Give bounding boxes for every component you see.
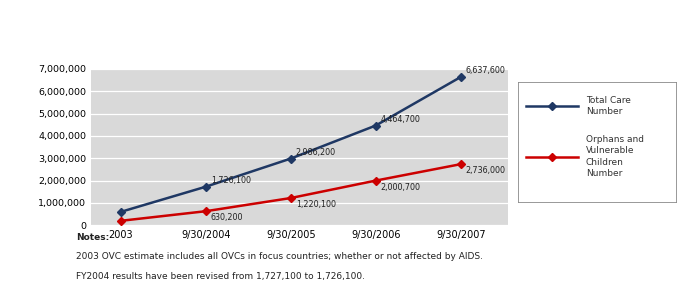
Text: 2003 OVC estimate includes all OVCs in focus countries; whether or not affected : 2003 OVC estimate includes all OVCs in f… — [76, 252, 483, 261]
Text: Orphans and
Vulnerable
Children
Number: Orphans and Vulnerable Children Number — [586, 135, 644, 178]
Text: 2,986,200: 2,986,200 — [296, 148, 336, 157]
Text: 630,200: 630,200 — [211, 214, 244, 222]
Text: 2,000,700: 2,000,700 — [381, 183, 421, 192]
Text: Figure 24: Care: Number of Individuals Receiving Care in the 15 Focus Countries: Figure 24: Care: Number of Individuals R… — [90, 14, 610, 24]
Text: 1,726,100: 1,726,100 — [211, 176, 251, 185]
Text: Total Care
Number: Total Care Number — [586, 96, 631, 116]
Text: 4,464,700: 4,464,700 — [381, 115, 421, 124]
Text: FY2004 results have been revised from 1,727,100 to 1,726,100.: FY2004 results have been revised from 1,… — [76, 272, 365, 281]
Text: 1,220,100: 1,220,100 — [296, 200, 336, 209]
Text: 6,637,600: 6,637,600 — [466, 66, 505, 75]
Text: (Orphans and Vulnerable Children + Care for People Living with HIV/AIDS): (Orphans and Vulnerable Children + Care … — [111, 38, 589, 49]
Text: 2,736,000: 2,736,000 — [466, 166, 506, 175]
Text: Notes:: Notes: — [76, 233, 109, 242]
